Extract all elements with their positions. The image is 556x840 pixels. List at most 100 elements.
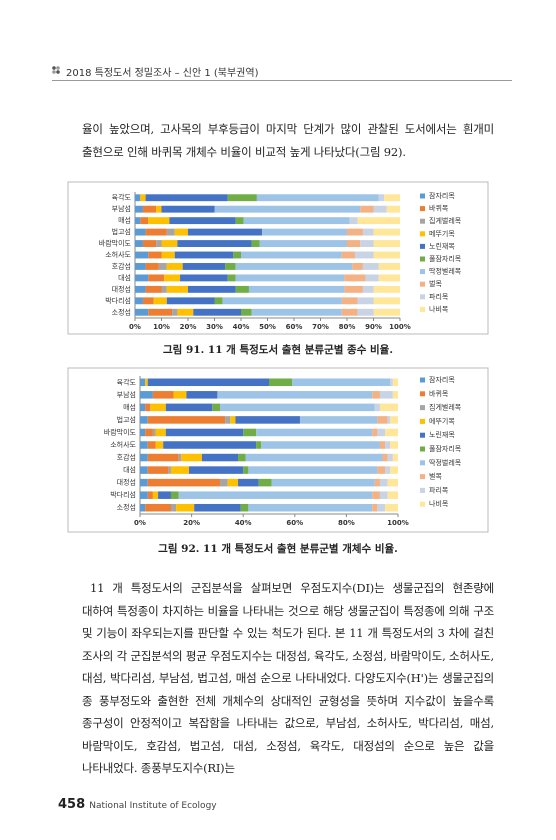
y-tick-label: 매섬 bbox=[123, 402, 136, 411]
bar-segment bbox=[352, 263, 363, 270]
figure-caption: 그림 91. 11 개 특정도서 출현 분류군별 종수 비율. bbox=[163, 344, 393, 356]
legend-label: 집게벌레목 bbox=[429, 403, 462, 412]
bar-segment bbox=[189, 466, 244, 474]
y-tick-label: 부남섬 bbox=[117, 390, 136, 399]
legend-swatch bbox=[420, 474, 425, 480]
chart-frame bbox=[67, 181, 489, 335]
bar-segment bbox=[214, 205, 361, 213]
bar-segment bbox=[177, 308, 194, 316]
y-tick-label: 육각도 bbox=[112, 194, 132, 202]
bar-segment bbox=[147, 416, 226, 424]
bar-segment bbox=[158, 491, 171, 499]
bar-segment bbox=[385, 466, 391, 474]
bar-segment bbox=[384, 194, 400, 202]
bar-segment bbox=[357, 308, 374, 316]
bar-segment bbox=[166, 297, 215, 305]
legend-swatch bbox=[420, 193, 425, 199]
bar-segment bbox=[170, 491, 179, 499]
y-tick-label: 법고섬 bbox=[112, 227, 131, 236]
bar-segment bbox=[165, 428, 244, 437]
y-tick-label: 박다리섬 bbox=[110, 490, 136, 499]
bar-segment bbox=[156, 240, 162, 247]
y-tick-label: 소허사도 bbox=[110, 440, 136, 449]
y-tick-label: 대섬 bbox=[123, 465, 136, 474]
x-tick-label: 20% bbox=[183, 519, 200, 527]
legend-label: 노린재목 bbox=[429, 430, 455, 439]
bar-segment bbox=[238, 478, 259, 487]
bar-segment bbox=[164, 274, 181, 282]
x-tick-label: 70% bbox=[312, 323, 329, 331]
bar-segment bbox=[178, 453, 182, 462]
bar-segment bbox=[225, 263, 236, 270]
bar-segment bbox=[219, 478, 228, 487]
bar-segment bbox=[155, 428, 166, 437]
bar-segment bbox=[178, 491, 373, 499]
bar-segment bbox=[181, 453, 202, 462]
publisher: National Institute of Ecology bbox=[89, 801, 217, 811]
chart-frame bbox=[67, 367, 489, 533]
bar-segment bbox=[387, 478, 398, 487]
bar-segment bbox=[166, 285, 188, 293]
bar-segment bbox=[392, 391, 398, 399]
bar-segment bbox=[140, 491, 148, 499]
y-tick-label: 육각도 bbox=[117, 378, 137, 386]
y-tick-label: 대정섬 bbox=[117, 478, 136, 487]
footer: 458 National Institute of Ecology bbox=[58, 797, 217, 812]
bar-segment bbox=[271, 478, 375, 487]
legend-label: 나비목 bbox=[429, 304, 449, 313]
bar-segment bbox=[243, 466, 249, 474]
bar-segment bbox=[145, 503, 171, 512]
bar-segment bbox=[147, 378, 269, 387]
bar-segment bbox=[135, 274, 149, 282]
legend-label: 파리목 bbox=[429, 292, 449, 301]
bar-segment bbox=[259, 240, 347, 247]
bar-segment bbox=[377, 428, 386, 437]
x-tick-label: 80% bbox=[339, 323, 356, 331]
legend-swatch bbox=[420, 377, 425, 383]
bar-segment bbox=[349, 217, 358, 225]
bar-segment bbox=[135, 205, 143, 213]
bar-segment bbox=[299, 416, 378, 424]
y-tick-label: 대섬 bbox=[118, 273, 131, 282]
bar-segment bbox=[385, 441, 391, 449]
legend-label: 잠자리목 bbox=[429, 375, 455, 384]
bar-segment bbox=[386, 205, 400, 213]
legend-swatch bbox=[420, 446, 425, 452]
legend-swatch bbox=[420, 405, 425, 411]
header-icon bbox=[52, 66, 60, 74]
bar-segment bbox=[251, 240, 260, 247]
bar-segment bbox=[158, 263, 167, 270]
bar-segment bbox=[161, 240, 178, 247]
bar-segment bbox=[387, 491, 398, 499]
bar-segment bbox=[188, 285, 236, 293]
bar-segment bbox=[152, 491, 159, 499]
bar-segment bbox=[142, 205, 157, 213]
bar-segment bbox=[248, 466, 378, 474]
x-tick-label: 50% bbox=[259, 323, 276, 331]
bar-segment bbox=[248, 285, 345, 293]
bar-segment bbox=[140, 194, 146, 202]
bar-segment bbox=[165, 403, 213, 412]
legend-label: 집게벌레목 bbox=[429, 216, 462, 225]
bar-segment bbox=[173, 391, 187, 399]
bar-segment bbox=[347, 228, 363, 236]
legend-label: 노린재목 bbox=[429, 241, 455, 250]
bar-segment bbox=[225, 416, 231, 424]
bar-segment bbox=[256, 441, 262, 449]
bar-segment bbox=[241, 308, 252, 316]
bar-segment bbox=[147, 441, 156, 449]
x-tick-label: 100% bbox=[389, 323, 411, 331]
bar-segment bbox=[148, 217, 170, 225]
bar-segment bbox=[362, 285, 374, 293]
bar-segment bbox=[135, 285, 146, 293]
bar-segment bbox=[140, 391, 153, 399]
bar-segment bbox=[155, 441, 164, 449]
x-tick-label: 40% bbox=[233, 323, 250, 331]
x-tick-label: 60% bbox=[286, 519, 303, 527]
bar-segment bbox=[174, 228, 188, 236]
bar-segment bbox=[194, 503, 241, 512]
bar-segment bbox=[150, 403, 166, 412]
bar-segment bbox=[341, 251, 355, 259]
x-tick-label: 40% bbox=[235, 519, 252, 527]
